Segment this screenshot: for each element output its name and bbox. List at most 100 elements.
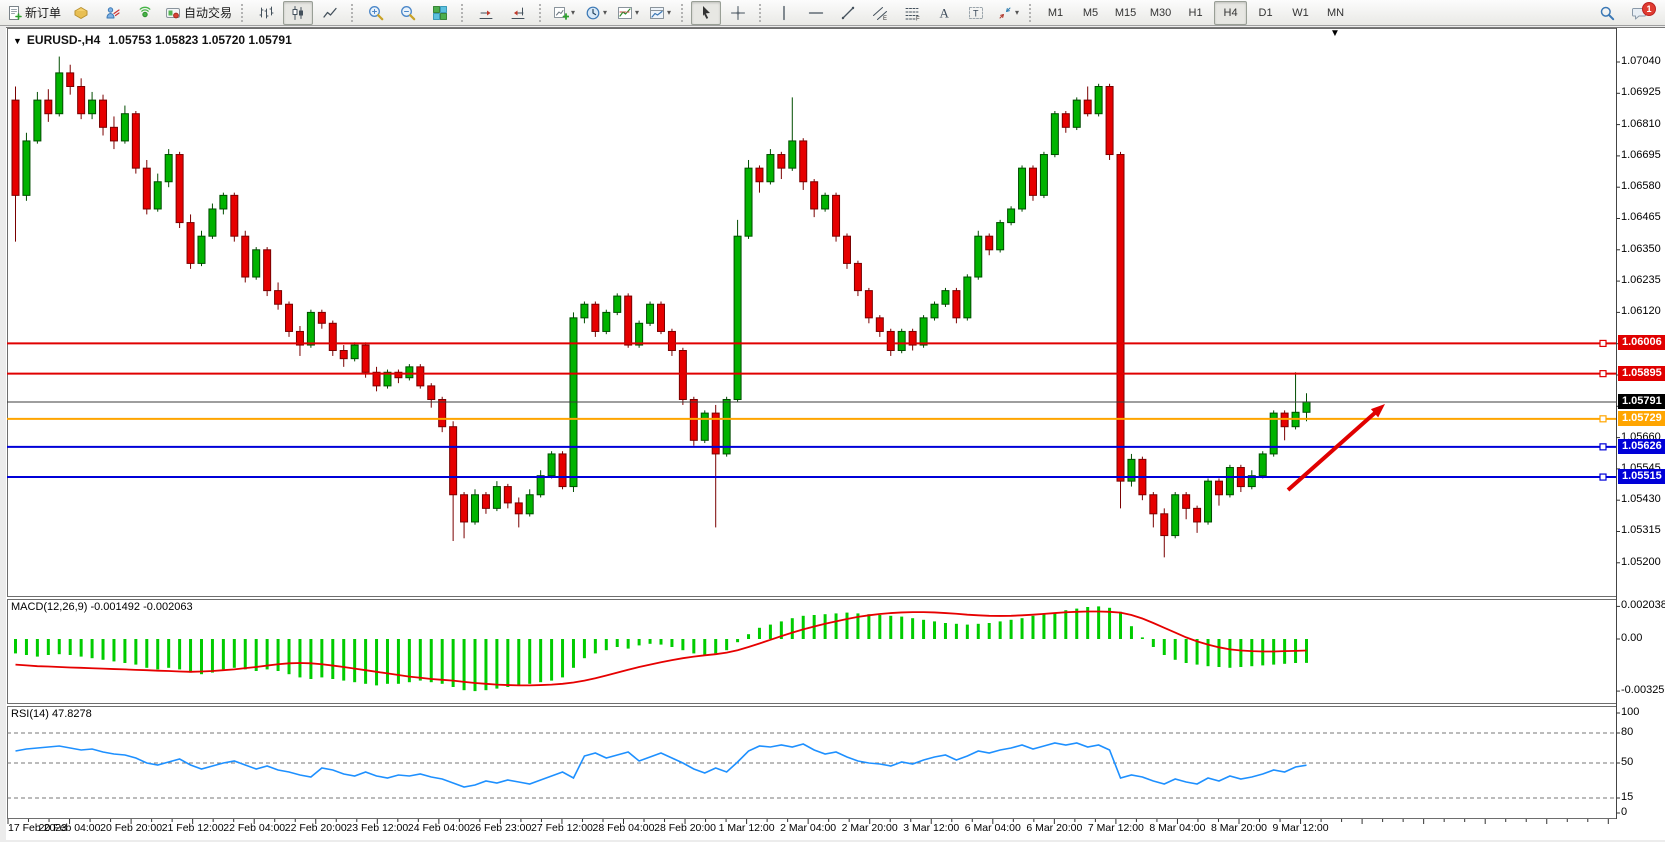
zoom-in-icon xyxy=(369,5,384,20)
chevron-down-icon[interactable]: ▾ xyxy=(571,8,576,17)
tf-d1-button-label: D1 xyxy=(1258,6,1273,19)
auto-trading-button[interactable]: 自动交易 xyxy=(162,1,235,25)
toolbar-separator xyxy=(539,3,543,22)
auto-trading-button-label: 自动交易 xyxy=(184,6,233,20)
tf-m30-button-label: M30 xyxy=(1149,6,1172,19)
arrows-button[interactable]: ▾ xyxy=(993,1,1023,25)
time-axis-label: 28 Feb 04:00 xyxy=(592,822,655,834)
time-axis-label: 27 Feb 12:00 xyxy=(530,822,593,834)
macd-pane[interactable] xyxy=(7,599,1617,704)
time-axis-label: 24 Feb 04:00 xyxy=(407,822,470,834)
time-axis-label: 6 Mar 20:00 xyxy=(1026,822,1083,834)
new-order-button[interactable]: 新订单 xyxy=(3,1,64,25)
tf-m30-button[interactable]: M30 xyxy=(1144,1,1177,25)
bar-chart-button[interactable] xyxy=(251,1,281,25)
vertical-line-button[interactable] xyxy=(769,1,799,25)
tf-m5-button-label: M5 xyxy=(1082,6,1099,19)
cursor-button[interactable] xyxy=(691,0,722,25)
search-icon xyxy=(1600,6,1615,20)
tf-mn-button-label: MN xyxy=(1326,6,1345,19)
chat-button[interactable]: 1 xyxy=(1624,1,1656,25)
chart-title: ▼ EURUSD-,H4 1.05753 1.05823 1.05720 1.057… xyxy=(13,33,292,47)
chevron-down-icon[interactable]: ▾ xyxy=(603,8,608,17)
hline-price-badge[interactable]: 1.06006 xyxy=(1618,335,1665,351)
rsi-tick-label: 80 xyxy=(1621,726,1634,738)
pluschart-icon xyxy=(554,6,570,20)
zoom-out-button[interactable] xyxy=(393,1,423,25)
zoom-in-button[interactable] xyxy=(361,1,391,25)
tile-windows-button[interactable] xyxy=(425,1,455,25)
autoscroll-icon xyxy=(479,10,493,19)
time-axis-label: 1 Mar 12:00 xyxy=(718,822,775,834)
horizontal-line-button[interactable] xyxy=(801,1,831,25)
chart-ohlc-values: 1.05753 1.05823 1.05720 1.05791 xyxy=(108,33,292,47)
tf-w1-button[interactable]: W1 xyxy=(1284,1,1317,25)
tf-d1-button[interactable]: D1 xyxy=(1249,1,1282,25)
toolbar-separator xyxy=(351,3,355,22)
textT-icon: T xyxy=(969,6,984,19)
tf-mn-button[interactable]: MN xyxy=(1319,1,1352,25)
price-tick-label: 1.06235 xyxy=(1621,274,1661,287)
expert-icon xyxy=(106,6,120,18)
template-button[interactable]: ▾ xyxy=(645,1,675,25)
price-tick-label: 1.07040 xyxy=(1621,55,1661,67)
main-chart-pane[interactable] xyxy=(7,28,1617,597)
chevron-down-icon[interactable]: ▾ xyxy=(1015,8,1020,17)
tf-h1-button[interactable]: H1 xyxy=(1179,1,1212,25)
bars-icon xyxy=(259,6,274,18)
tf-h4-button-label: H4 xyxy=(1223,6,1238,19)
rsi-pane[interactable] xyxy=(7,706,1617,819)
candlestick-chart-button[interactable] xyxy=(283,0,314,25)
hline-price-badge[interactable]: 1.05895 xyxy=(1618,365,1665,381)
macd-tick-label: 0.00 xyxy=(1621,632,1643,644)
tf-m15-button[interactable]: M15 xyxy=(1109,1,1142,25)
textA-icon: A xyxy=(940,5,950,20)
market-watch-button[interactable] xyxy=(66,1,96,25)
text-label-button[interactable]: T xyxy=(961,1,991,25)
expert-advisors-button[interactable] xyxy=(98,1,128,25)
current-price-badge[interactable]: 1.05791 xyxy=(1618,393,1665,409)
hline-price-badge[interactable]: 1.05515 xyxy=(1618,469,1665,485)
hline-icon xyxy=(808,11,824,14)
line-chart-button[interactable] xyxy=(315,1,345,25)
cursor-icon xyxy=(703,5,711,19)
time-axis-label: 21 Feb 12:00 xyxy=(161,822,224,834)
chart-shift-button[interactable] xyxy=(503,1,533,25)
tf-m5-button[interactable]: M5 xyxy=(1074,1,1107,25)
tf-m1-button[interactable]: M1 xyxy=(1039,1,1072,25)
auto-scroll-button[interactable] xyxy=(471,1,501,25)
indicators-button[interactable]: ▾ xyxy=(613,1,643,25)
signals-button[interactable] xyxy=(130,1,160,25)
doc-new-icon xyxy=(9,5,22,20)
text-button[interactable]: A xyxy=(929,1,959,25)
fibonacci-button[interactable]: F xyxy=(897,1,927,25)
price-tick-label: 1.06810 xyxy=(1621,117,1661,130)
search-button[interactable] xyxy=(1592,1,1622,25)
channel-button[interactable]: E xyxy=(865,1,895,25)
toolbar-separator xyxy=(681,3,685,22)
crosshair-button[interactable] xyxy=(723,1,753,25)
time-axis-label: 17 Feb 2023 xyxy=(8,822,67,834)
tf-h4-button[interactable]: H4 xyxy=(1214,0,1248,25)
template-icon xyxy=(650,6,665,19)
chevron-down-icon[interactable]: ▾ xyxy=(635,8,640,17)
period-button[interactable]: ▾ xyxy=(581,1,611,25)
chevron-down-icon[interactable]: ▾ xyxy=(667,8,672,17)
time-axis-label: 9 Mar 12:00 xyxy=(1272,822,1329,834)
hline-price-badge[interactable]: 1.05626 xyxy=(1618,438,1665,454)
chart-title-dropdown-icon[interactable]: ▼ xyxy=(13,36,22,46)
trendline-button[interactable] xyxy=(833,1,863,25)
tf-m15-button-label: M15 xyxy=(1114,6,1137,19)
macd-tick-label: 0.002038 xyxy=(1621,599,1665,612)
tile-icon xyxy=(433,5,448,20)
price-tick-label: 1.06465 xyxy=(1621,211,1661,224)
time-axis-label: 2 Mar 04:00 xyxy=(780,822,837,834)
crosshair-icon xyxy=(731,5,746,20)
chart-corner-arrow-icon[interactable]: ▼ xyxy=(1330,28,1340,39)
new-chart-button[interactable]: ▾ xyxy=(549,1,579,25)
toolbar-separator xyxy=(461,3,465,22)
tf-w1-button-label: W1 xyxy=(1292,6,1309,19)
channel-icon: E xyxy=(873,6,887,21)
time-axis-label: 3 Mar 12:00 xyxy=(903,822,960,834)
hline-price-badge[interactable]: 1.05729 xyxy=(1618,410,1665,426)
